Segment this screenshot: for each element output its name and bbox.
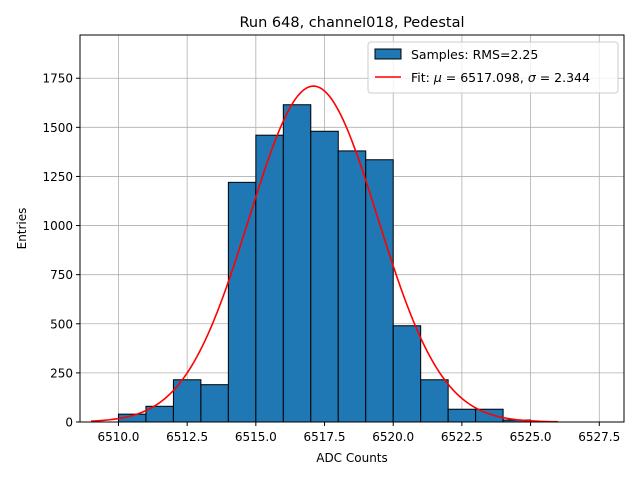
x-tick-label: 6517.5 bbox=[304, 430, 346, 444]
histogram-bars bbox=[117, 104, 532, 423]
legend-fit-label: Fit: μ = 6517.098, σ = 2.344 bbox=[411, 70, 590, 85]
y-tick-label: 750 bbox=[50, 268, 73, 282]
histogram-bar bbox=[255, 134, 284, 423]
histogram-bar bbox=[365, 159, 394, 423]
histogram-bar bbox=[447, 408, 477, 423]
fit-curve-group bbox=[90, 85, 559, 423]
y-axis: 0 250 500 750 1000 1250 1500 1750 bbox=[42, 72, 80, 430]
y-tick-label: 250 bbox=[50, 366, 73, 380]
y-tick-label: 1500 bbox=[42, 121, 73, 135]
x-axis: 6510.0 6512.5 6515.0 6517.5 6520.0 6522.5 6525… bbox=[97, 422, 620, 444]
histogram-bar bbox=[227, 181, 257, 423]
x-tick-label: 6510.0 bbox=[97, 430, 139, 444]
legend-fit-mu-value: = 6517.098, bbox=[442, 70, 528, 85]
histogram-bar bbox=[392, 325, 422, 423]
x-tick-label: 6512.5 bbox=[166, 430, 208, 444]
histogram-bar bbox=[337, 150, 367, 423]
x-axis-title: ADC Counts bbox=[316, 451, 388, 465]
histogram-bar bbox=[172, 379, 202, 423]
histogram-bar bbox=[200, 384, 229, 423]
y-tick-label: 1000 bbox=[42, 219, 73, 233]
fit-curve bbox=[90, 85, 559, 423]
histogram-bar bbox=[282, 104, 312, 423]
x-tick-label: 6525.0 bbox=[510, 430, 552, 444]
legend: Samples: RMS=2.25 Fit: μ = 6517.098, σ =… bbox=[367, 41, 619, 94]
y-axis-title: Entries bbox=[15, 208, 29, 250]
x-tick-label: 6527.5 bbox=[578, 430, 620, 444]
y-tick-label: 1750 bbox=[42, 72, 73, 86]
histogram-bar bbox=[475, 408, 504, 423]
x-tick-label: 6520.0 bbox=[372, 430, 414, 444]
legend-fit-sigma-symbol: σ bbox=[528, 70, 537, 85]
y-tick-label: 0 bbox=[65, 416, 73, 430]
y-tick-label: 500 bbox=[50, 317, 73, 331]
legend-fit-mu-symbol: μ bbox=[433, 70, 442, 85]
histogram-bar bbox=[310, 130, 339, 423]
plot-frame bbox=[79, 34, 625, 423]
x-tick-label: 6522.5 bbox=[441, 430, 483, 444]
histogram-bar bbox=[420, 379, 449, 423]
x-tick-label: 6515.0 bbox=[235, 430, 277, 444]
legend-samples-swatch bbox=[374, 48, 402, 60]
legend-box bbox=[367, 41, 619, 94]
y-tick-label: 1250 bbox=[42, 170, 73, 184]
legend-fit-sigma-value: = 2.344 bbox=[536, 70, 590, 85]
legend-fit-prefix: Fit: bbox=[411, 70, 434, 85]
legend-samples-label: Samples: RMS=2.25 bbox=[411, 47, 538, 62]
chart-title: Run 648, channel018, Pedestal bbox=[239, 15, 464, 31]
